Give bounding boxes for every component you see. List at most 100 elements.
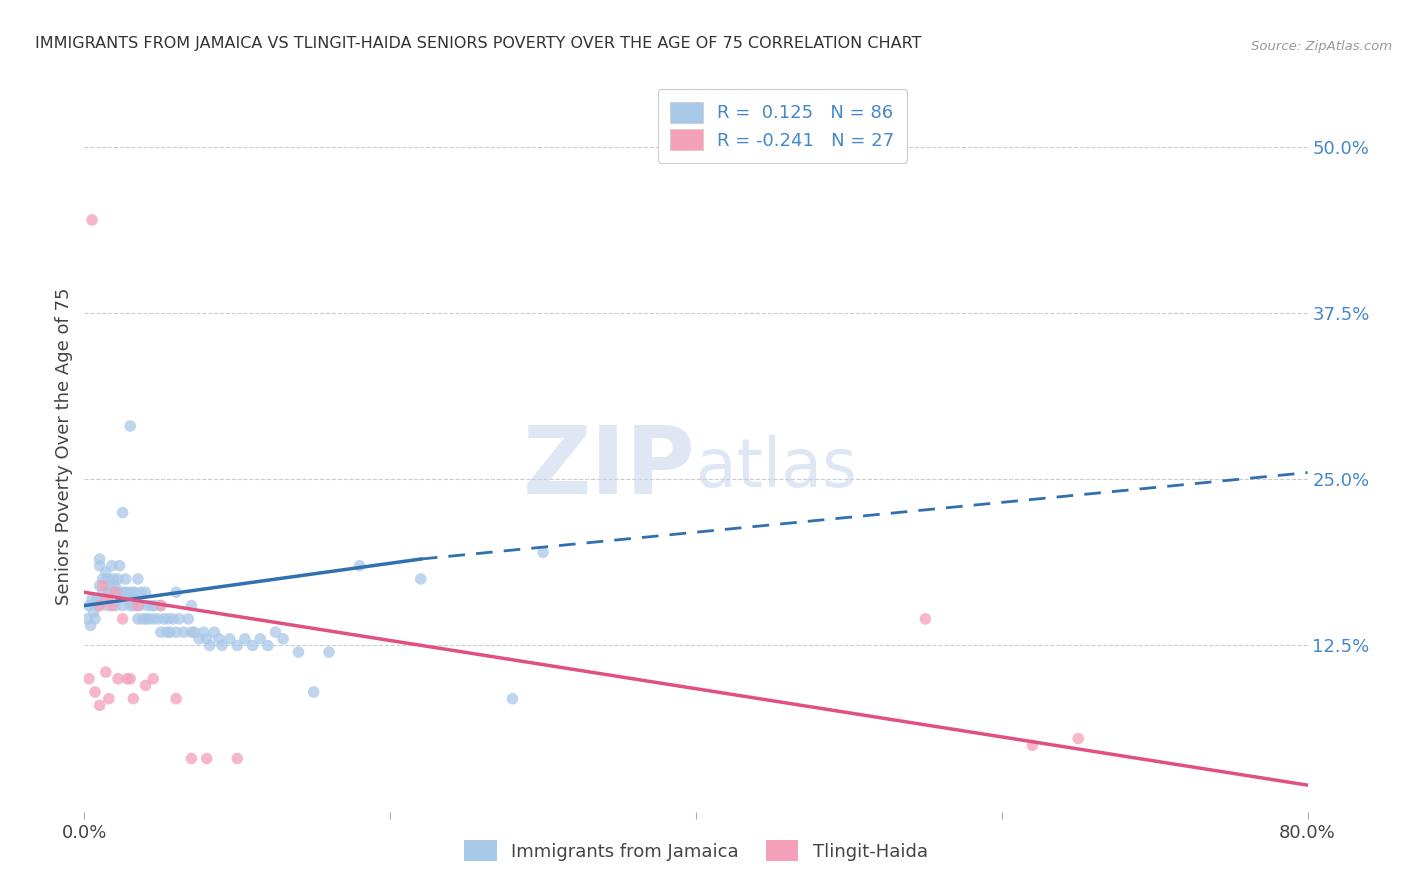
Point — [502, 691, 524, 706]
Point — [89, 552, 111, 566]
Point — [914, 612, 936, 626]
Point — [89, 599, 111, 613]
Point — [249, 632, 271, 646]
Point — [136, 599, 159, 613]
Point — [195, 632, 218, 646]
Point — [96, 572, 118, 586]
Point — [80, 591, 103, 606]
Point — [318, 645, 340, 659]
Point — [121, 585, 143, 599]
Point — [226, 639, 249, 653]
Point — [193, 625, 215, 640]
Point — [104, 599, 127, 613]
Point — [80, 213, 103, 227]
Point — [128, 599, 150, 613]
Point — [141, 599, 163, 613]
Point — [138, 612, 160, 626]
Point — [531, 545, 554, 559]
Point — [97, 585, 120, 599]
Point — [105, 585, 128, 599]
Point — [84, 612, 107, 626]
Point — [149, 599, 172, 613]
Point — [287, 645, 309, 659]
Point — [108, 558, 131, 573]
Point — [112, 585, 135, 599]
Point — [91, 585, 114, 599]
Point — [122, 691, 145, 706]
Point — [149, 625, 172, 640]
Point — [409, 572, 432, 586]
Point — [89, 579, 111, 593]
Point — [165, 625, 187, 640]
Legend: Immigrants from Jamaica, Tlingit-Haida: Immigrants from Jamaica, Tlingit-Haida — [457, 833, 935, 869]
Text: IMMIGRANTS FROM JAMAICA VS TLINGIT-HAIDA SENIORS POVERTY OVER THE AGE OF 75 CORR: IMMIGRANTS FROM JAMAICA VS TLINGIT-HAIDA… — [35, 36, 922, 51]
Point — [188, 632, 211, 646]
Point — [104, 585, 127, 599]
Point — [87, 599, 110, 613]
Point — [135, 678, 157, 692]
Point — [162, 612, 184, 626]
Point — [129, 585, 152, 599]
Point — [135, 612, 157, 626]
Point — [94, 566, 117, 580]
Point — [101, 558, 124, 573]
Point — [131, 612, 153, 626]
Point — [142, 672, 165, 686]
Point — [107, 572, 129, 586]
Point — [177, 612, 200, 626]
Point — [96, 591, 118, 606]
Point — [183, 625, 205, 640]
Point — [96, 599, 118, 613]
Point — [242, 639, 264, 653]
Point — [143, 599, 166, 613]
Point — [120, 672, 142, 686]
Point — [302, 685, 325, 699]
Point — [103, 572, 125, 586]
Point — [257, 639, 280, 653]
Point — [142, 612, 165, 626]
Point — [153, 612, 176, 626]
Point — [1067, 731, 1090, 746]
Point — [86, 591, 108, 606]
Point — [114, 572, 136, 586]
Point — [84, 685, 107, 699]
Point — [135, 585, 157, 599]
Point — [79, 618, 101, 632]
Point — [159, 625, 181, 640]
Point — [110, 585, 132, 599]
Point — [127, 599, 149, 613]
Point — [165, 585, 187, 599]
Point — [107, 672, 129, 686]
Text: Source: ZipAtlas.com: Source: ZipAtlas.com — [1251, 40, 1392, 54]
Point — [115, 585, 138, 599]
Point — [120, 599, 142, 613]
Point — [120, 419, 142, 434]
Point — [83, 605, 105, 619]
Point — [208, 632, 231, 646]
Point — [94, 665, 117, 679]
Point — [180, 751, 202, 765]
Point — [93, 591, 115, 606]
Point — [167, 612, 190, 626]
Point — [98, 579, 121, 593]
Text: ZIP: ZIP — [523, 422, 696, 514]
Point — [111, 506, 134, 520]
Point — [202, 625, 225, 640]
Point — [264, 625, 287, 640]
Point — [349, 558, 371, 573]
Point — [77, 672, 100, 686]
Point — [91, 579, 114, 593]
Point — [180, 599, 202, 613]
Point — [104, 579, 127, 593]
Point — [180, 625, 202, 640]
Point — [226, 751, 249, 765]
Point — [156, 625, 179, 640]
Point — [271, 632, 294, 646]
Point — [218, 632, 240, 646]
Point — [124, 585, 146, 599]
Point — [89, 558, 111, 573]
Point — [211, 639, 233, 653]
Point — [91, 572, 114, 586]
Point — [1021, 738, 1043, 752]
Point — [165, 691, 187, 706]
